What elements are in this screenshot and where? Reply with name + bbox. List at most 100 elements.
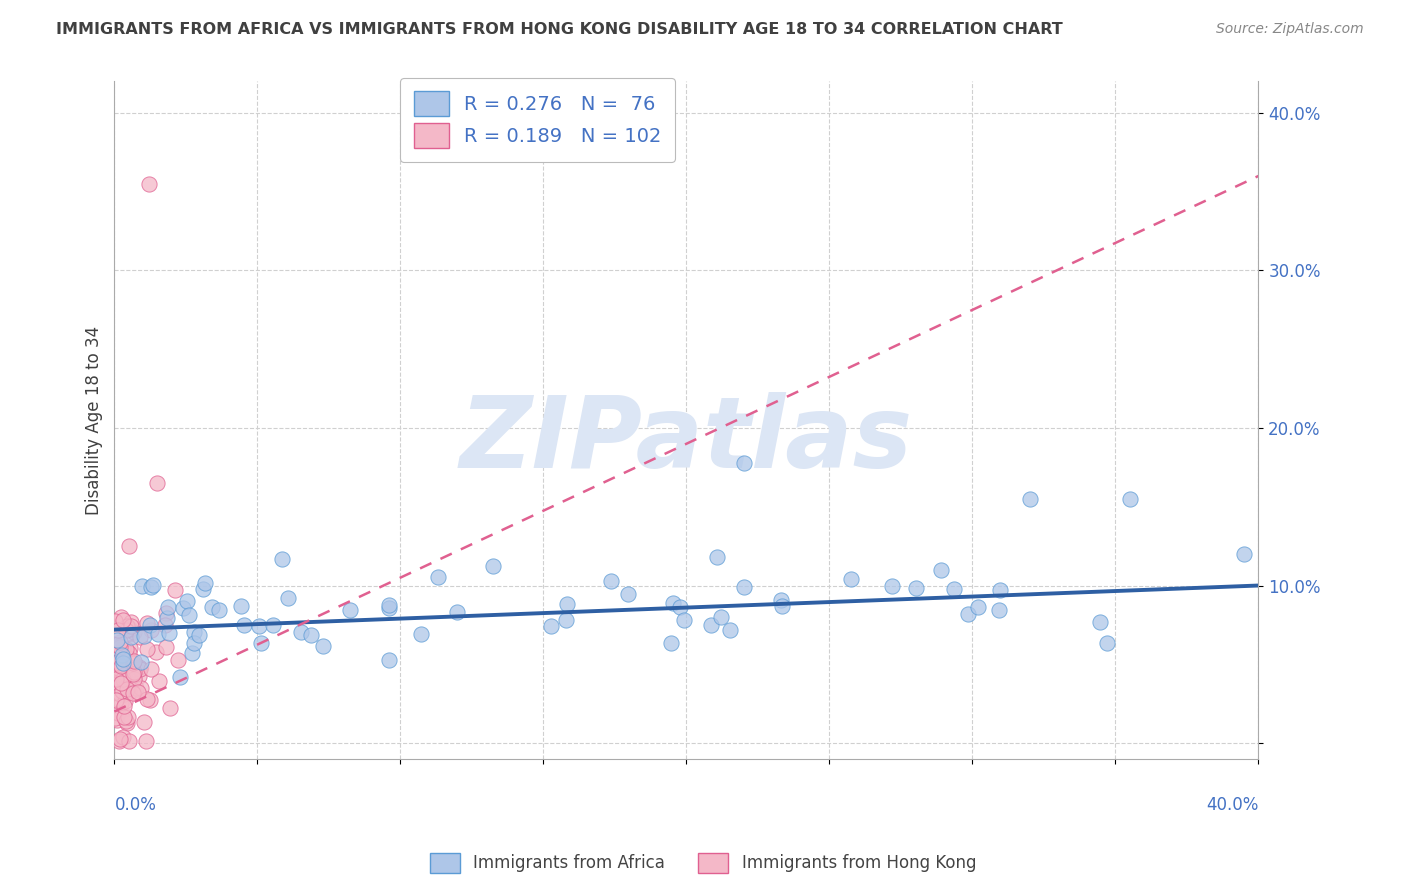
- Point: [201, 599, 224, 614]
- Point: [120, 615, 142, 629]
- Text: 0.0%: 0.0%: [114, 796, 156, 814]
- Point: [107, 639, 129, 653]
- Point: [111, 644, 134, 658]
- Point: [107, 665, 129, 680]
- Point: [617, 587, 640, 601]
- Point: [446, 605, 468, 619]
- Point: [659, 636, 682, 650]
- Point: [988, 603, 1011, 617]
- Point: [111, 656, 134, 670]
- Point: [121, 665, 143, 679]
- Point: [114, 693, 136, 707]
- Point: [159, 700, 181, 714]
- Point: [177, 607, 200, 622]
- Point: [139, 618, 162, 632]
- Point: [299, 628, 322, 642]
- Point: [710, 610, 733, 624]
- Point: [105, 672, 128, 686]
- Point: [105, 713, 128, 727]
- Point: [122, 656, 145, 670]
- Point: [135, 734, 157, 748]
- Point: [146, 476, 169, 491]
- Point: [112, 710, 135, 724]
- Point: [141, 581, 163, 595]
- Point: [124, 665, 146, 680]
- Point: [155, 618, 177, 632]
- Point: [110, 658, 132, 673]
- Point: [117, 715, 139, 730]
- Point: [108, 640, 131, 654]
- Point: [145, 645, 167, 659]
- Point: [172, 601, 194, 615]
- Point: [104, 615, 127, 629]
- Point: [127, 685, 149, 699]
- Point: [148, 673, 170, 688]
- Point: [270, 552, 292, 566]
- Point: [135, 691, 157, 706]
- Text: 40.0%: 40.0%: [1206, 796, 1258, 814]
- Text: IMMIGRANTS FROM AFRICA VS IMMIGRANTS FROM HONG KONG DISABILITY AGE 18 TO 34 CORR: IMMIGRANTS FROM AFRICA VS IMMIGRANTS FRO…: [56, 22, 1063, 37]
- Point: [966, 599, 988, 614]
- Point: [108, 675, 131, 690]
- Point: [104, 659, 127, 673]
- Point: [378, 599, 401, 613]
- Point: [770, 599, 793, 613]
- Point: [929, 563, 952, 577]
- Point: [112, 698, 135, 713]
- Point: [311, 639, 333, 653]
- Point: [110, 696, 132, 710]
- Point: [277, 591, 299, 606]
- Point: [117, 626, 139, 640]
- Point: [105, 651, 128, 665]
- Point: [104, 684, 127, 698]
- Point: [555, 613, 578, 627]
- Point: [111, 613, 134, 627]
- Point: [115, 624, 138, 638]
- Point: [139, 623, 162, 637]
- Point: [180, 646, 202, 660]
- Point: [718, 623, 741, 637]
- Point: [194, 575, 217, 590]
- Point: [117, 646, 139, 660]
- Point: [481, 559, 503, 574]
- Point: [163, 582, 186, 597]
- Point: [122, 682, 145, 697]
- Point: [262, 618, 284, 632]
- Point: [122, 671, 145, 685]
- Point: [138, 177, 160, 191]
- Point: [733, 456, 755, 470]
- Point: [183, 636, 205, 650]
- Point: [118, 539, 141, 553]
- Point: [112, 687, 135, 701]
- Point: [1088, 615, 1111, 630]
- Point: [135, 642, 157, 657]
- Point: [117, 672, 139, 686]
- Point: [107, 673, 129, 687]
- Point: [1095, 636, 1118, 650]
- Point: [135, 615, 157, 630]
- Point: [155, 606, 177, 620]
- Point: [250, 636, 273, 650]
- Point: [107, 624, 129, 638]
- Text: Source: ZipAtlas.com: Source: ZipAtlas.com: [1216, 22, 1364, 37]
- Point: [167, 653, 190, 667]
- Point: [339, 603, 361, 617]
- Point: [700, 618, 723, 632]
- Text: ZIPatlas: ZIPatlas: [460, 392, 912, 489]
- Point: [115, 619, 138, 633]
- Point: [599, 574, 621, 588]
- Point: [128, 668, 150, 682]
- Point: [247, 619, 270, 633]
- Point: [378, 653, 401, 667]
- Point: [110, 610, 132, 624]
- Point: [904, 582, 927, 596]
- Point: [124, 662, 146, 676]
- Point: [233, 618, 256, 632]
- Point: [122, 667, 145, 681]
- Point: [409, 627, 432, 641]
- Point: [117, 710, 139, 724]
- Point: [124, 672, 146, 686]
- Legend: Immigrants from Africa, Immigrants from Hong Kong: Immigrants from Africa, Immigrants from …: [423, 847, 983, 880]
- Point: [1018, 491, 1040, 506]
- Point: [107, 680, 129, 694]
